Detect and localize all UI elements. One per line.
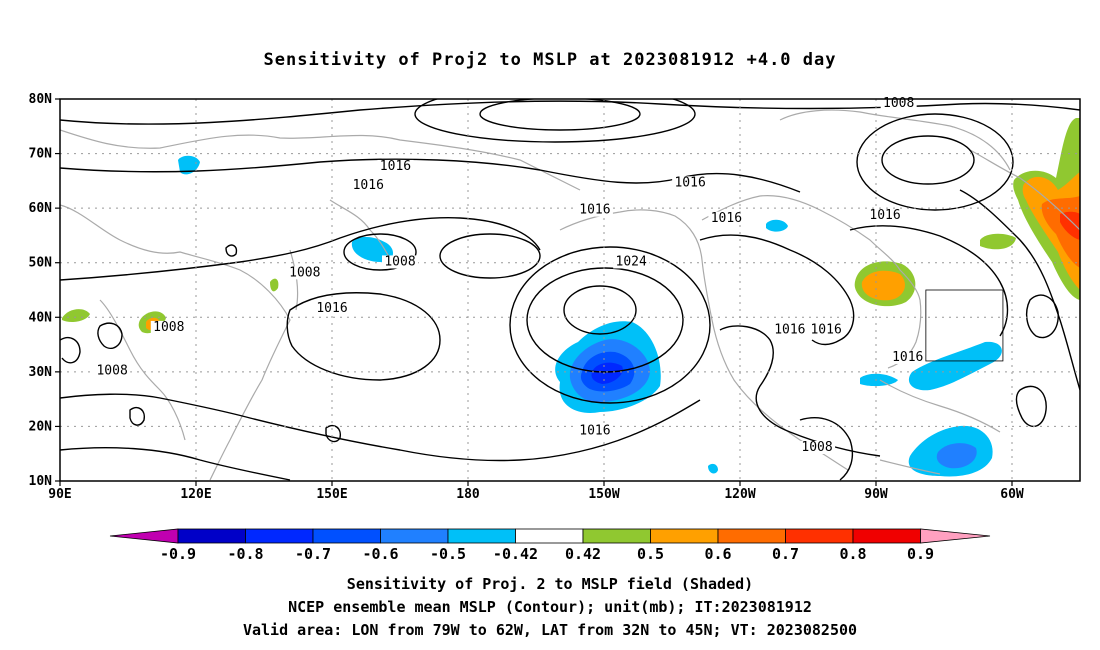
- lon-tick-label: 90E: [48, 487, 71, 502]
- coastlines: [60, 109, 1080, 481]
- contour-label: 1016: [892, 350, 923, 365]
- contour-label-bg: [889, 350, 926, 364]
- contour-label-bg: [382, 255, 418, 269]
- colorbar-label: 0.5: [637, 545, 664, 563]
- map-axes: 90E 120E 150E 180 150W 120W 90W 60W 80N 70N 60N 50N…: [29, 92, 1024, 502]
- contour-label-bg: [94, 364, 131, 378]
- colorbar-segment: [785, 528, 854, 544]
- footer-line-2: NCEP ensemble mean MSLP (Contour); unit(…: [288, 598, 812, 616]
- contour-label-bg: [799, 440, 836, 454]
- contour-label-bg: [576, 203, 613, 217]
- colorbar-segment: [582, 528, 651, 544]
- contour-label-bg: [613, 255, 650, 269]
- colorbar-triangle-left: [109, 528, 179, 544]
- colorbar-segment: [380, 528, 449, 544]
- contour-label: 1008: [801, 440, 832, 455]
- colorbar-segment: [515, 528, 584, 544]
- contour-label: 1016: [810, 323, 841, 338]
- colorbar-segment: [312, 528, 381, 544]
- contour-label: 1016: [579, 203, 610, 218]
- contour-label-bg: [880, 97, 917, 111]
- contour-label: 1008: [289, 265, 320, 280]
- lat-tick-label: 10N: [29, 474, 53, 489]
- colorbar-label: -0.6: [362, 545, 398, 563]
- lat-lon-grid: [60, 99, 1080, 481]
- colorbar-segment: [650, 528, 719, 544]
- colorbar-segment: [447, 528, 516, 544]
- valid-area-box: [925, 289, 1004, 362]
- colorbar-label: -0.5: [430, 545, 466, 563]
- contour-label-bg: [808, 323, 845, 337]
- contour-label: 1016: [316, 301, 347, 316]
- contour-label-bg: [867, 209, 904, 223]
- colorbar-label: 0.8: [839, 545, 866, 563]
- contour-label-bg: [672, 176, 709, 190]
- footer-line-3: Valid area: LON from 79W to 62W, LAT fro…: [242, 621, 858, 639]
- contour-label: 1008: [153, 320, 184, 335]
- contour-label: 1016: [774, 323, 805, 338]
- lat-tick-label: 20N: [29, 419, 53, 434]
- lon-tick-label: 120E: [180, 487, 211, 502]
- colorbar-segment: [177, 528, 246, 544]
- lat-tick-label: 60N: [29, 201, 53, 216]
- contour-label-bg: [771, 323, 808, 337]
- lon-tick-label: 120W: [724, 487, 755, 502]
- lat-tick-label: 30N: [29, 365, 53, 380]
- contour-label-bg: [377, 159, 414, 173]
- contour-label: 1008: [384, 254, 415, 269]
- colorbar-segment: [245, 528, 314, 544]
- colorbar-label: 0.42: [565, 545, 601, 563]
- sensitivity-shading: [62, 118, 1080, 477]
- contour-label-bg: [286, 266, 323, 280]
- lon-tick-label: 180: [456, 487, 480, 502]
- lon-tick-label: 60W: [1000, 487, 1024, 502]
- contour-label: 1024: [616, 254, 647, 269]
- contour-label-bg: [576, 424, 613, 438]
- contour-label: 1016: [869, 208, 900, 223]
- contour-label: 1016: [579, 424, 610, 439]
- colorbar-label: -0.42: [493, 545, 538, 563]
- sensitivity-map: 1016 1016 1016 1016 1016 1008 1016 1008 1008 1024…: [29, 92, 1081, 563]
- contour-label: 1016: [380, 159, 411, 174]
- contour-label-bg: [314, 301, 350, 315]
- footer-line-1: Sensitivity of Proj. 2 to MSLP field (Sh…: [346, 575, 754, 593]
- contour-label-bg: [350, 179, 387, 193]
- map-frame: [59, 98, 1081, 482]
- lat-tick-label: 70N: [29, 147, 53, 162]
- colorbar-segment: [717, 528, 786, 544]
- colorbar-label: -0.8: [227, 545, 263, 563]
- lat-tick-label: 50N: [29, 256, 53, 271]
- lat-tick-label: 80N: [29, 92, 53, 107]
- colorbar-label: 0.6: [704, 545, 731, 563]
- lon-tick-label: 150W: [588, 487, 619, 502]
- contour-label: 1016: [711, 211, 742, 226]
- colorbar-label: -0.7: [295, 545, 331, 563]
- colorbar-label: 0.9: [907, 545, 934, 563]
- lon-tick-label: 90W: [864, 487, 888, 502]
- contour-label-bg: [150, 320, 187, 334]
- colorbar: -0.9 -0.8 -0.7 -0.6 -0.5 -0.42 0.42 0.5 0.6 0.7 0.…: [109, 528, 991, 563]
- contour-label-bg: [708, 211, 745, 225]
- contour-label: 1008: [883, 96, 914, 111]
- map-title: Sensitivity of Proj2 to MSLP at 20230819…: [263, 50, 837, 70]
- colorbar-label: -0.9: [160, 545, 196, 563]
- lon-tick-label: 150E: [316, 487, 347, 502]
- colorbar-triangle-right: [920, 528, 991, 544]
- contour-label: 1016: [674, 175, 705, 190]
- lat-tick-label: 40N: [29, 310, 53, 325]
- contour-label: 1008: [96, 364, 127, 379]
- colorbar-segment: [852, 528, 921, 544]
- contour-label: 1016: [353, 178, 384, 193]
- contour-labels: 1016 1016 1016 1016 1016 1008 1016 1008 1008 1024…: [94, 96, 926, 455]
- colorbar-label: 0.7: [772, 545, 799, 563]
- mslp-contours: [60, 99, 1080, 481]
